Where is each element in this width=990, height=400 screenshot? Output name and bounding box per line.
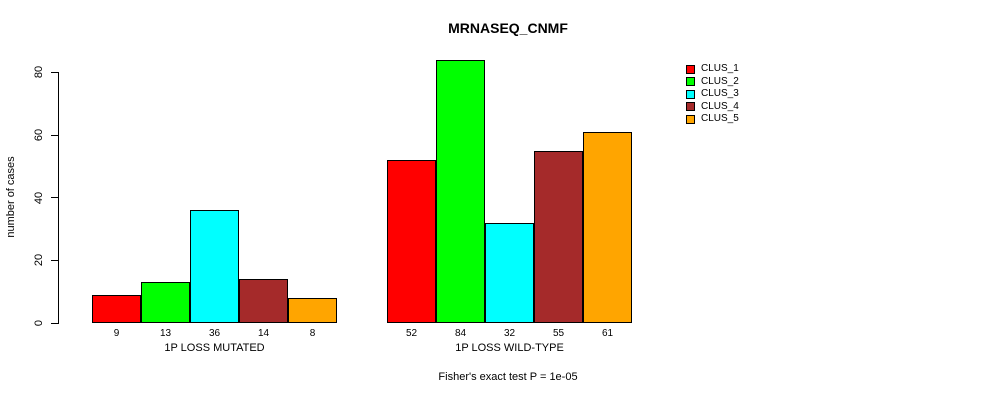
y-tick-label: 60 bbox=[33, 128, 45, 142]
bar-value-label: 14 bbox=[257, 328, 270, 339]
legend-item-clus_1: CLUS_1 bbox=[686, 63, 739, 75]
bar-value-label: 32 bbox=[503, 328, 516, 339]
bar-clus_2-group2 bbox=[436, 60, 485, 323]
bar-clus_5-group1 bbox=[288, 298, 337, 323]
y-tick bbox=[51, 71, 58, 73]
bar-clus_1-group1 bbox=[92, 295, 141, 323]
legend-item-clus_3: CLUS_3 bbox=[686, 88, 739, 100]
bar-clus_1-group2 bbox=[387, 160, 436, 323]
legend-item-clus_4: CLUS_4 bbox=[686, 101, 739, 113]
y-tick-label: 40 bbox=[33, 191, 45, 204]
bar-value-label: 36 bbox=[208, 328, 221, 339]
y-tick bbox=[51, 197, 58, 199]
bar-value-label: 84 bbox=[454, 328, 467, 339]
footnote-text: Fisher's exact test P = 1e-05 bbox=[438, 371, 578, 383]
y-axis-line bbox=[58, 72, 59, 324]
legend-label: CLUS_1 bbox=[701, 63, 739, 74]
bar-value-label: 9 bbox=[113, 328, 120, 339]
group-label: 1P LOSS MUTATED bbox=[164, 342, 265, 354]
bar-clus_4-group2 bbox=[534, 151, 583, 323]
bar-clus_5-group2 bbox=[583, 132, 632, 323]
legend-swatch-icon bbox=[686, 89, 695, 99]
bar-clus_4-group1 bbox=[239, 279, 288, 323]
chart-title: MRNASEQ_CNMF bbox=[448, 20, 568, 36]
bar-clus_2-group1 bbox=[141, 282, 190, 323]
bar-value-label: 13 bbox=[159, 328, 172, 339]
y-tick bbox=[51, 322, 58, 324]
legend-label: CLUS_3 bbox=[701, 88, 739, 99]
legend-swatch-icon bbox=[686, 114, 695, 124]
legend-swatch-icon bbox=[686, 102, 695, 111]
y-tick-label: 20 bbox=[33, 254, 45, 267]
bar-clus_3-group1 bbox=[190, 210, 239, 323]
y-tick-label: 80 bbox=[33, 66, 45, 79]
group-label: 1P LOSS WILD-TYPE bbox=[455, 342, 564, 354]
bar-value-label: 52 bbox=[405, 328, 418, 339]
bar-clus_3-group2 bbox=[485, 223, 534, 323]
legend-item-clus_2: CLUS_2 bbox=[686, 76, 739, 88]
y-tick bbox=[51, 134, 58, 136]
bar-value-label: 55 bbox=[552, 328, 565, 339]
y-tick bbox=[51, 259, 58, 261]
legend-label: CLUS_2 bbox=[701, 75, 739, 87]
y-tick-label: 0 bbox=[33, 319, 45, 327]
legend-label: CLUS_5 bbox=[701, 113, 739, 124]
legend-swatch-icon bbox=[686, 77, 695, 86]
bar-value-label: 8 bbox=[309, 328, 316, 339]
legend-item-clus_5: CLUS_5 bbox=[686, 113, 739, 125]
legend-swatch-icon bbox=[686, 64, 695, 74]
y-axis-label: number of cases bbox=[5, 156, 17, 238]
bar-value-label: 61 bbox=[601, 328, 614, 339]
legend-label: CLUS_4 bbox=[701, 100, 739, 112]
